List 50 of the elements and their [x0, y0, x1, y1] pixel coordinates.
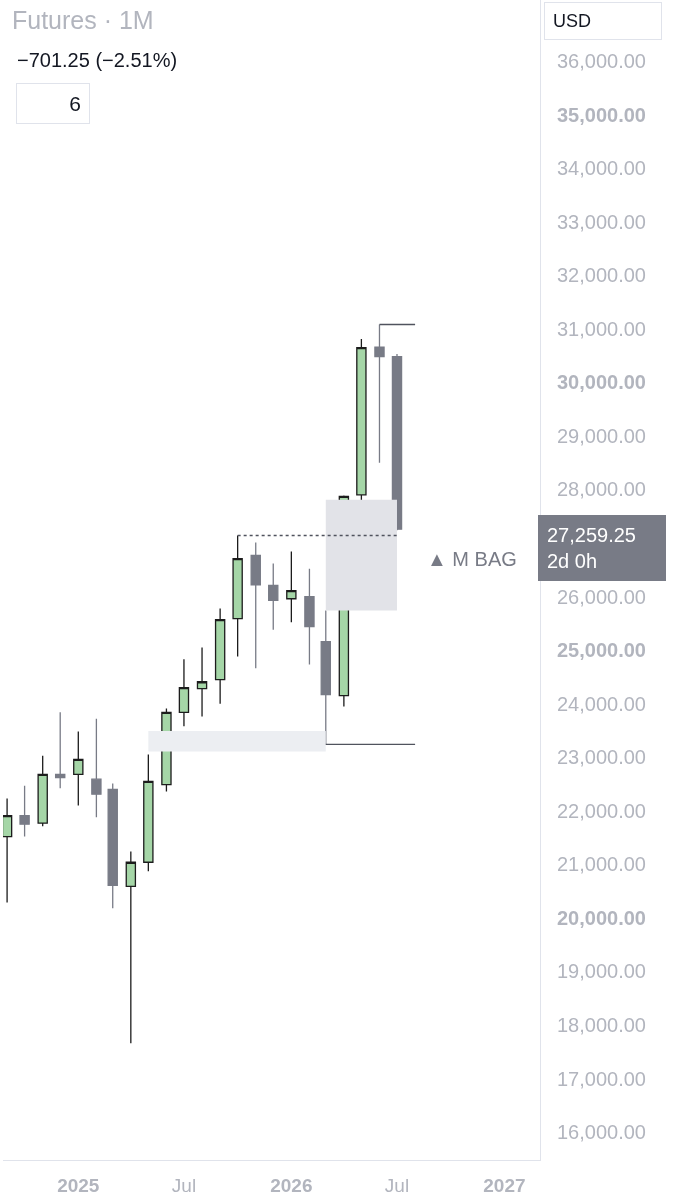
candlestick: [286, 550, 297, 623]
x-tick-label: 2026: [270, 1174, 313, 1196]
y-tick-label: 31,000.00: [557, 317, 646, 340]
y-tick-label: 33,000.00: [557, 210, 646, 233]
x-tick-label: 2025: [57, 1174, 100, 1196]
candlestick: [178, 658, 190, 727]
text: 27,259.25 2d 0h: [547, 524, 636, 572]
y-tick-label: 29,000.00: [557, 424, 646, 447]
y-tick-label: 34,000.00: [557, 157, 646, 180]
candlestick: [196, 646, 208, 718]
y-tick-label: 17,000.00: [557, 1067, 646, 1090]
candlestick: [143, 753, 154, 872]
candlestick: [91, 718, 102, 818]
candlestick: [125, 850, 137, 1044]
chart-title: Futures · 1M: [12, 5, 154, 34]
candlestick: [73, 730, 84, 807]
candlestick: [19, 785, 30, 838]
y-tick-label: 22,000.00: [557, 799, 646, 822]
candlestick: [250, 541, 261, 670]
annotation: 6: [69, 92, 81, 115]
y-tick-label: 20,000.00: [557, 906, 646, 929]
candlestick: [304, 568, 315, 666]
y-tick-label: 35,000.00: [557, 103, 646, 126]
x-tick-label: Jul: [384, 1174, 410, 1196]
y-tick-label: 24,000.00: [557, 692, 646, 715]
y-tick-label: 25,000.00: [557, 639, 646, 662]
candlestick: [214, 607, 226, 705]
y-tick-label: 32,000.00: [557, 264, 646, 287]
y-tick-label: 23,000.00: [557, 746, 646, 769]
y-tick-label: 30,000.00: [557, 371, 646, 394]
y-tick-label: 21,000.00: [557, 853, 646, 876]
candlestick: [3, 797, 13, 904]
candlestick: [37, 755, 48, 827]
y-tick-label: 28,000.00: [557, 478, 646, 501]
y-tick-label: 36,000.00: [557, 50, 646, 73]
x-tick-label: Jul: [171, 1174, 197, 1196]
annotation: ▲ M BAG: [427, 548, 517, 570]
candlestick: [232, 534, 243, 658]
text: USD: [553, 11, 592, 31]
candlestick: [356, 338, 367, 502]
y-tick-label: 26,000.00: [557, 585, 646, 608]
x-tick-label: 2027: [483, 1174, 526, 1196]
candlestick: [54, 711, 66, 789]
text: −701.25 (−2.51%): [17, 49, 178, 71]
candlestick: [268, 562, 279, 631]
candlestick: [374, 323, 385, 464]
y-tick-label: 16,000.00: [557, 1121, 646, 1144]
y-tick-label: 18,000.00: [557, 1014, 646, 1037]
y-tick-label: 19,000.00: [557, 960, 646, 983]
candlestick: [107, 782, 118, 909]
